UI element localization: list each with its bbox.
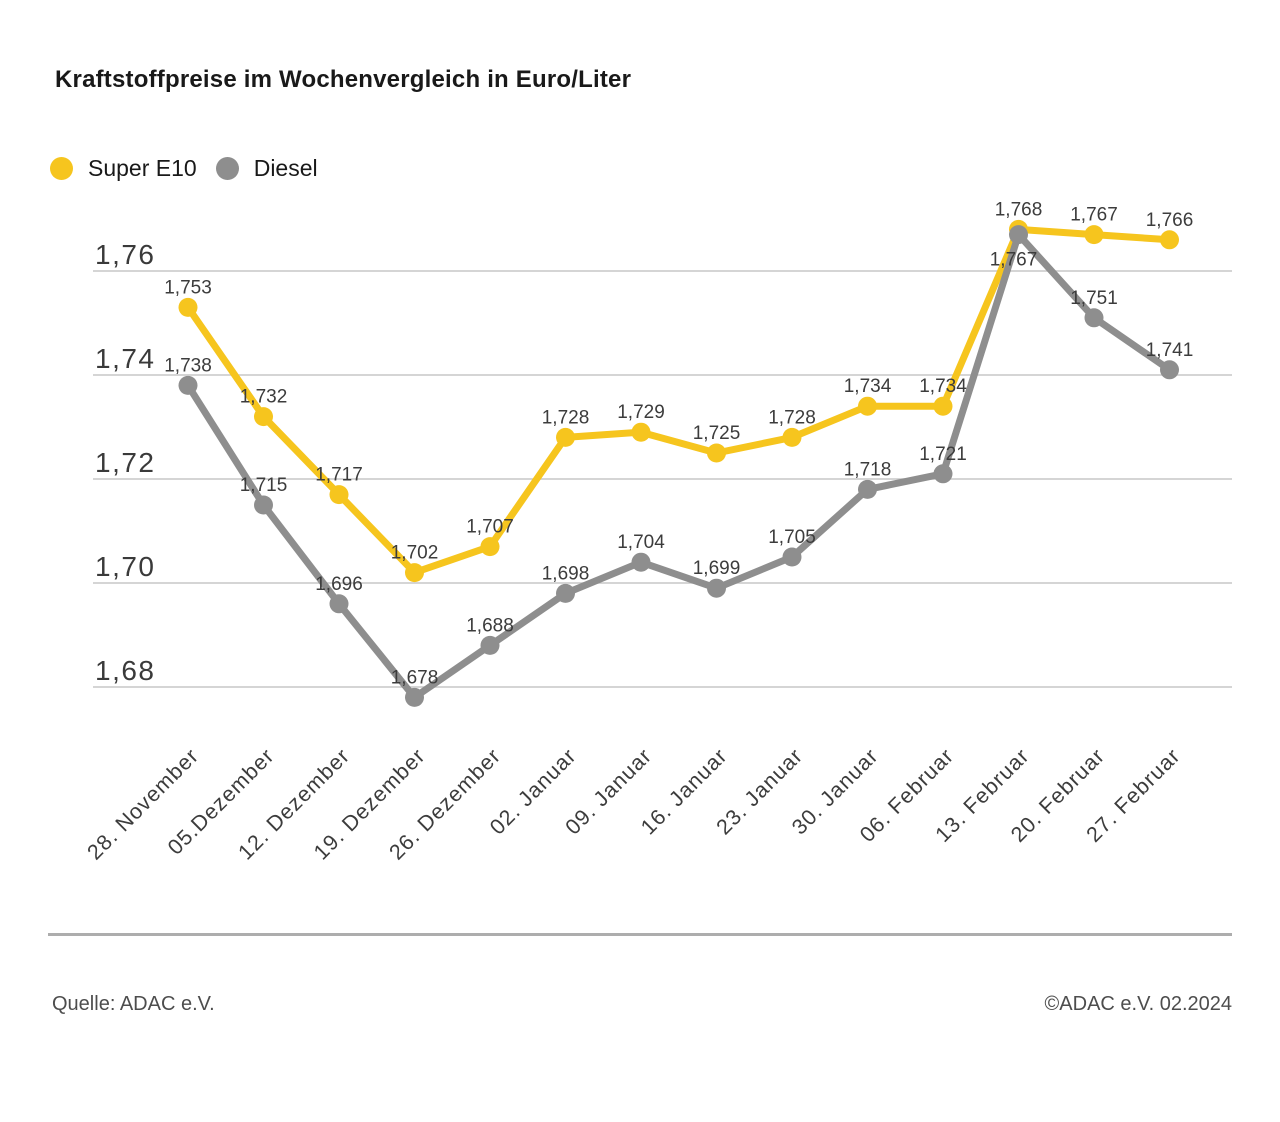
data-label: 1,766 <box>1146 210 1194 231</box>
data-label: 1,721 <box>919 444 967 465</box>
data-label: 1,707 <box>466 517 514 538</box>
super-e10-point <box>556 427 575 447</box>
data-label: 1,715 <box>240 475 288 496</box>
data-label: 1,767 <box>990 250 1038 271</box>
data-label: 1,732 <box>240 387 288 408</box>
y-axis-tick-label: 1,68 <box>95 655 156 686</box>
diesel-point <box>178 375 198 395</box>
data-label: 1,741 <box>1146 340 1194 361</box>
diesel-point <box>1009 225 1028 245</box>
data-label: 1,734 <box>844 376 892 397</box>
data-label: 1,688 <box>466 615 514 636</box>
legend-item-super-e10: Super E10 <box>50 155 197 182</box>
y-axis-tick-label: 1,74 <box>95 343 156 374</box>
data-label: 1,753 <box>164 277 212 298</box>
data-label: 1,717 <box>315 465 363 486</box>
super-e10-point <box>1084 225 1104 245</box>
diesel-dot-icon <box>215 157 239 180</box>
series-super-e10 <box>178 219 1179 583</box>
diesel-point <box>933 464 953 484</box>
super-e10-point <box>178 297 198 317</box>
data-label: 1,729 <box>617 402 665 423</box>
y-axis-tick-label: 1,72 <box>95 447 156 478</box>
series-diesel <box>178 225 1179 707</box>
diesel-line <box>185 231 1172 701</box>
diesel-point <box>858 479 877 499</box>
diesel-point <box>254 495 273 515</box>
footer: Quelle: ADAC e.V. ©ADAC e.V. 02.2024 <box>52 993 1232 1016</box>
legend-label-super-e10: Super E10 <box>88 155 197 181</box>
data-labels: 1,753 1,732 1,717 1,702 1,707 1,728 1,729 1,725… <box>164 199 1193 688</box>
super-e10-point <box>782 427 802 447</box>
data-label: 1,728 <box>542 407 590 428</box>
super-e10-point <box>858 396 877 416</box>
chart-title: Kraftstoffpreise im Wochenvergleich in E… <box>55 66 632 93</box>
legend-label-diesel: Diesel <box>253 155 318 181</box>
super-e10-point <box>405 563 424 583</box>
super-e10-point <box>254 407 273 427</box>
legend-item-diesel: Diesel <box>215 155 318 182</box>
data-label: 1,699 <box>693 558 741 579</box>
legend: Super E10 Diesel <box>50 155 318 182</box>
diesel-point <box>556 583 575 603</box>
gridlines-and-yticks: 1,76 1,74 1,72 1,70 1,68 <box>93 239 1232 688</box>
super-e10-point <box>480 537 500 557</box>
data-label: 1,728 <box>768 407 816 428</box>
diesel-point <box>329 594 349 614</box>
super-e10-point <box>631 422 651 442</box>
data-label: 1,767 <box>1070 205 1118 226</box>
data-label: 1,678 <box>391 667 439 688</box>
data-label: 1,768 <box>995 199 1043 220</box>
diesel-point <box>1084 308 1104 328</box>
y-axis-tick-label: 1,76 <box>95 239 156 270</box>
super-e10-point <box>707 443 726 463</box>
data-label: 1,738 <box>164 355 212 376</box>
source-left: Quelle: ADAC e.V. <box>52 993 215 1015</box>
data-label: 1,751 <box>1070 288 1118 309</box>
y-axis-tick-label: 1,70 <box>95 551 156 582</box>
diesel-point <box>782 547 802 567</box>
diesel-point <box>405 687 424 707</box>
diesel-point <box>631 552 651 572</box>
super-e10-line <box>185 225 1170 577</box>
data-label: 1,718 <box>844 459 892 480</box>
source-right: ©ADAC e.V. 02.2024 <box>1044 993 1232 1015</box>
super-e10-point <box>1160 230 1179 250</box>
data-label: 1,725 <box>693 423 741 444</box>
super-e10-dot-icon <box>50 157 73 180</box>
data-label: 1,704 <box>617 532 665 553</box>
data-label: 1,698 <box>542 563 590 584</box>
diesel-point <box>707 578 726 598</box>
diesel-point <box>480 635 500 655</box>
data-label: 1,734 <box>919 376 967 397</box>
data-label: 1,705 <box>768 527 816 548</box>
data-label: 1,702 <box>391 543 439 564</box>
super-e10-point <box>329 485 349 505</box>
diesel-point <box>1160 360 1179 380</box>
data-label: 1,696 <box>315 574 363 595</box>
super-e10-point <box>933 396 953 416</box>
footer-divider <box>48 933 1232 936</box>
